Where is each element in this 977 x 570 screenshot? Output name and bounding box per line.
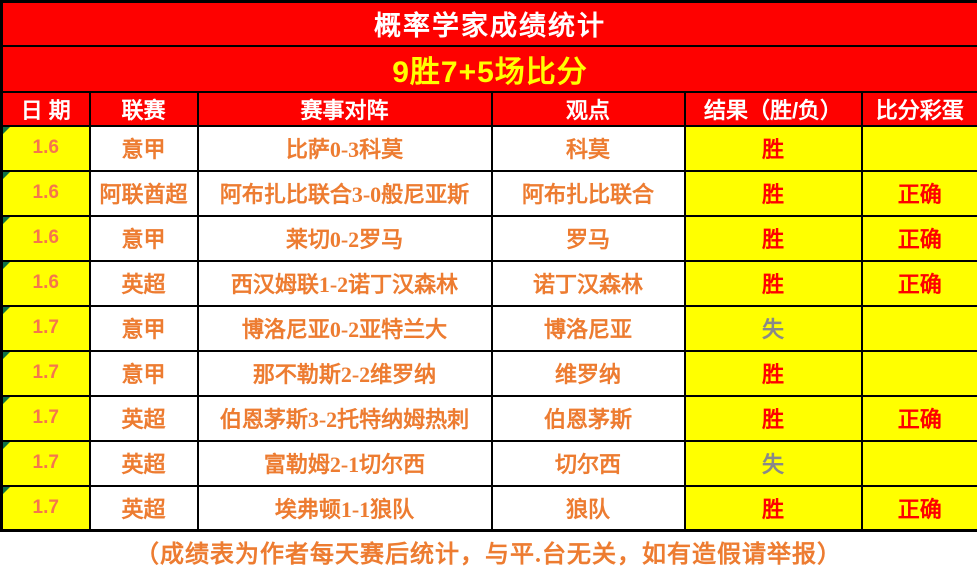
match-cell: 比萨0-3科莫 xyxy=(196,124,493,172)
score-egg-cell: 正确 xyxy=(860,484,977,532)
result-cell: 胜 xyxy=(683,394,863,442)
result-cell: 失 xyxy=(683,304,863,352)
date-value: 1.6 xyxy=(32,227,59,248)
opinion-cell: 维罗纳 xyxy=(490,349,686,397)
match-cell: 博洛尼亚0-2亚特兰大 xyxy=(196,304,493,352)
score-egg-cell xyxy=(860,439,977,487)
cell-note-triangle-icon xyxy=(3,127,10,134)
result-cell: 胜 xyxy=(683,124,863,172)
league-cell: 阿联酋超 xyxy=(88,169,199,217)
date-value: 1.6 xyxy=(32,137,59,158)
score-egg-cell: 正确 xyxy=(860,214,977,262)
result-cell: 胜 xyxy=(683,214,863,262)
date-cell: 1.6 xyxy=(0,214,91,262)
column-header-egg: 比分彩蛋 xyxy=(860,90,977,127)
opinion-cell: 伯恩茅斯 xyxy=(490,394,686,442)
table-row: 1.7 英超 埃弗顿1-1狼队 狼队 胜 正确 xyxy=(0,484,977,532)
result-cell: 失 xyxy=(683,439,863,487)
table-row: 1.7 英超 富勒姆2-1切尔西 切尔西 失 xyxy=(0,439,977,487)
cell-note-triangle-icon xyxy=(3,307,10,314)
score-table: 概率学家成绩统计 9胜7+5场比分 日 期 联赛 赛事对阵 观点 结果（胜/负）… xyxy=(0,0,977,532)
score-egg-cell xyxy=(860,304,977,352)
table-row: 1.7 意甲 博洛尼亚0-2亚特兰大 博洛尼亚 失 xyxy=(0,304,977,352)
column-header-match: 赛事对阵 xyxy=(196,90,493,127)
match-cell: 阿布扎比联合3-0般尼亚斯 xyxy=(196,169,493,217)
table-row: 1.6 英超 西汉姆联1-2诺丁汉森林 诺丁汉森林 胜 正确 xyxy=(0,259,977,307)
date-value: 1.7 xyxy=(32,362,59,383)
result-cell: 胜 xyxy=(683,349,863,397)
score-egg-cell: 正确 xyxy=(860,394,977,442)
date-value: 1.6 xyxy=(32,272,59,293)
score-egg-cell: 正确 xyxy=(860,169,977,217)
date-value: 1.7 xyxy=(32,496,59,518)
league-cell: 英超 xyxy=(88,394,199,442)
result-cell: 胜 xyxy=(683,169,863,217)
table-header-row: 日 期 联赛 赛事对阵 观点 结果（胜/负） 比分彩蛋 xyxy=(0,90,977,127)
league-cell: 意甲 xyxy=(88,214,199,262)
banner-row: 9胜7+5场比分 xyxy=(0,44,977,93)
opinion-cell: 罗马 xyxy=(490,214,686,262)
column-header-result: 结果（胜/负） xyxy=(683,90,863,127)
title-row: 概率学家成绩统计 xyxy=(0,0,977,47)
match-cell: 西汉姆联1-2诺丁汉森林 xyxy=(196,259,493,307)
cell-note-triangle-icon xyxy=(3,172,10,179)
table-row: 1.6 阿联酋超 阿布扎比联合3-0般尼亚斯 阿布扎比联合 胜 正确 xyxy=(0,169,977,217)
date-cell: 1.7 xyxy=(0,484,91,532)
league-cell: 英超 xyxy=(88,484,199,532)
cell-note-triangle-icon xyxy=(3,442,10,449)
opinion-cell: 博洛尼亚 xyxy=(490,304,686,352)
date-cell: 1.6 xyxy=(0,169,91,217)
cell-note-triangle-icon xyxy=(3,217,10,224)
disclaimer-footer: （成绩表为作者每天赛后统计，与平.台无关，如有造假请举报） xyxy=(0,532,977,570)
date-value: 1.7 xyxy=(32,407,59,428)
table-row: 1.6 意甲 莱切0-2罗马 罗马 胜 正确 xyxy=(0,214,977,262)
league-cell: 英超 xyxy=(88,439,199,487)
result-cell: 胜 xyxy=(683,484,863,532)
result-cell: 胜 xyxy=(683,259,863,307)
league-cell: 意甲 xyxy=(88,124,199,172)
opinion-cell: 切尔西 xyxy=(490,439,686,487)
score-egg-cell xyxy=(860,124,977,172)
score-egg-cell: 正确 xyxy=(860,259,977,307)
table-row: 1.7 意甲 那不勒斯2-2维罗纳 维罗纳 胜 xyxy=(0,349,977,397)
page-title: 概率学家成绩统计 xyxy=(0,0,977,47)
date-cell: 1.7 xyxy=(0,349,91,397)
column-header-opinion: 观点 xyxy=(490,90,686,127)
cell-note-triangle-icon xyxy=(3,262,10,269)
date-cell: 1.6 xyxy=(0,259,91,307)
match-cell: 伯恩茅斯3-2托特纳姆热刺 xyxy=(196,394,493,442)
league-cell: 意甲 xyxy=(88,304,199,352)
date-cell: 1.7 xyxy=(0,439,91,487)
cell-note-triangle-icon xyxy=(3,352,10,359)
match-cell: 埃弗顿1-1狼队 xyxy=(196,484,493,532)
date-cell: 1.7 xyxy=(0,304,91,352)
opinion-cell: 科莫 xyxy=(490,124,686,172)
column-header-league: 联赛 xyxy=(88,90,199,127)
record-banner: 9胜7+5场比分 xyxy=(0,44,977,93)
match-cell: 富勒姆2-1切尔西 xyxy=(196,439,493,487)
date-value: 1.7 xyxy=(32,317,59,338)
date-value: 1.6 xyxy=(32,182,59,203)
league-cell: 英超 xyxy=(88,259,199,307)
date-cell: 1.7 xyxy=(0,394,91,442)
date-cell: 1.6 xyxy=(0,124,91,172)
cell-note-triangle-icon xyxy=(3,397,10,404)
table-row: 1.6 意甲 比萨0-3科莫 科莫 胜 xyxy=(0,124,977,172)
column-header-date: 日 期 xyxy=(0,90,91,127)
opinion-cell: 阿布扎比联合 xyxy=(490,169,686,217)
opinion-cell: 狼队 xyxy=(490,484,686,532)
opinion-cell: 诺丁汉森林 xyxy=(490,259,686,307)
cell-note-triangle-icon xyxy=(3,487,10,494)
match-cell: 那不勒斯2-2维罗纳 xyxy=(196,349,493,397)
score-egg-cell xyxy=(860,349,977,397)
match-cell: 莱切0-2罗马 xyxy=(196,214,493,262)
league-cell: 意甲 xyxy=(88,349,199,397)
table-row: 1.7 英超 伯恩茅斯3-2托特纳姆热刺 伯恩茅斯 胜 正确 xyxy=(0,394,977,442)
date-value: 1.7 xyxy=(32,452,59,473)
